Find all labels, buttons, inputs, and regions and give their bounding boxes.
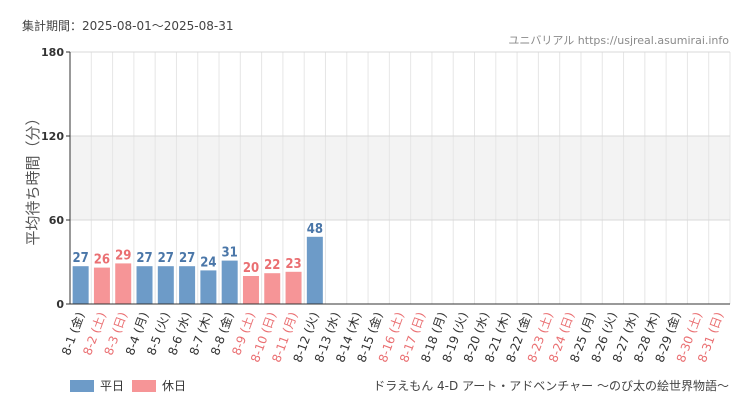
y-tick-label: 180 [41,46,64,59]
bar [285,271,302,304]
y-tick-label: 0 [56,298,64,311]
value-label: 27 [179,251,195,266]
plot-background [70,136,730,220]
bars [72,236,323,304]
period-text: 集計期間：2025-08-01～2025-08-31 [22,18,233,33]
value-label: 24 [200,255,216,270]
legend-label-weekday: 平日 [100,379,124,393]
value-label: 26 [94,253,110,268]
y-tick-label: 60 [49,214,65,227]
bar [200,270,217,304]
y-tick-labels: 0 60 120 180 [41,46,64,311]
value-label: 48 [307,222,323,237]
bar [136,266,153,304]
value-label: 22 [264,258,280,273]
bar [242,276,259,304]
bar [179,266,196,304]
bar [72,266,89,304]
bar [221,260,238,304]
value-label: 27 [136,251,152,266]
legend-label-holiday: 休日 [162,379,186,393]
plot-band [70,136,730,220]
bar [157,266,174,304]
value-label: 29 [115,248,131,263]
y-axis-label: 平均待ち時間（分） [24,110,42,245]
bar [115,263,132,304]
bar [264,273,281,304]
grid-lines [69,51,731,304]
value-label: 23 [285,257,301,272]
legend-swatch-weekday [70,380,94,392]
value-labels: 27 26 29 27 27 27 24 31 20 22 23 48 [73,222,323,276]
bar [93,267,110,304]
axes [66,51,730,305]
attraction-name: ドラえもん 4-D アート・アドベンチャー ～のび太の絵世界物語～ [373,378,729,393]
y-tick-label: 120 [41,130,64,143]
value-label: 31 [222,246,238,261]
value-label: 20 [243,261,259,276]
legend: 平日 休日 [70,379,186,393]
credit-text: ユニバリアル https://usjreal.asumirai.info [508,34,729,47]
value-label: 27 [73,251,89,266]
bar [306,236,323,304]
legend-swatch-holiday [132,380,156,392]
value-label: 27 [158,251,174,266]
x-tick-labels: 8-1 (金)8-2 (土)8-3 (日)8-4 (月)8-5 (火)8-6 (… [58,310,726,364]
